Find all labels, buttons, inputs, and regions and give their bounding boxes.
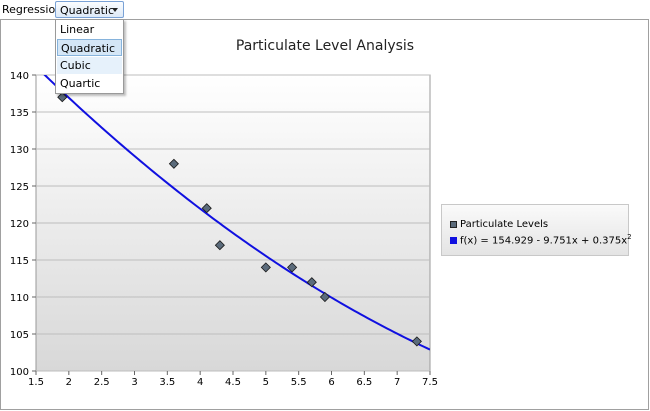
data-point-2 xyxy=(201,203,212,214)
y-tick-label-4: 120 xyxy=(10,219,29,230)
x-tick-label-6: 4.5 xyxy=(225,377,241,388)
chart-legend: Particulate Levels f(x) = 154.929 - 9.75… xyxy=(441,204,632,256)
option-cubic[interactable]: Cubic xyxy=(57,57,122,74)
data-point-4 xyxy=(260,262,271,273)
legend-item-curve: f(x) = 154.929 - 9.751x + 0.375x2 xyxy=(450,233,632,246)
legend-label-points: Particulate Levels xyxy=(460,219,549,230)
data-point-8 xyxy=(411,336,422,347)
toolbar: Regression: Quadratic xyxy=(0,0,650,20)
x-tick-label-9: 6 xyxy=(328,377,334,388)
regression-curve xyxy=(43,75,430,351)
option-quartic[interactable]: Quartic xyxy=(60,77,101,90)
y-tick-label-5: 125 xyxy=(10,182,29,193)
data-point-7 xyxy=(319,291,330,303)
diamond-marker-icon xyxy=(450,220,457,228)
y-tick-label-6: 130 xyxy=(10,145,29,156)
x-tick-label-12: 7.5 xyxy=(422,377,438,388)
x-tick-label-11: 7 xyxy=(394,377,400,388)
x-tick-label-0: 1.5 xyxy=(28,377,44,388)
data-point-6 xyxy=(306,277,317,288)
data-point-1 xyxy=(168,158,179,169)
line-swatch-icon xyxy=(450,236,457,244)
option-linear[interactable]: Linear xyxy=(60,23,95,36)
regression-dropdown-menu: Linear Quadratic Cubic Quartic xyxy=(55,19,124,94)
x-tick-label-7: 5 xyxy=(263,377,269,388)
legend-item-points: Particulate Levels xyxy=(450,219,548,230)
y-tick-label-8: 140 xyxy=(10,71,29,82)
legend-label-curve: f(x) = 154.929 - 9.751x + 0.375x xyxy=(460,235,628,247)
regression-select-value: Quadratic xyxy=(60,4,115,17)
x-tick-label-2: 2.5 xyxy=(94,377,110,388)
regression-select[interactable]: Quadratic xyxy=(55,1,124,18)
x-tick-label-1: 2 xyxy=(66,377,72,388)
y-tick-label-3: 115 xyxy=(10,256,29,267)
chart-svg: 100 105 110 115 120 125 130 135 140 1.5 2 2.5 3 3.5 4 4… xyxy=(10,38,438,388)
data-point-3 xyxy=(214,240,225,251)
y-tick-label-1: 105 xyxy=(10,330,29,341)
chevron-down-icon xyxy=(112,8,118,12)
option-quadratic[interactable]: Quadratic xyxy=(57,39,122,56)
chart-title: Particulate Level Analysis xyxy=(236,38,414,54)
regression-label: Regression: xyxy=(2,3,66,16)
x-tick-label-8: 5.5 xyxy=(291,377,307,388)
y-tick-label-0: 100 xyxy=(10,367,29,378)
data-point-5 xyxy=(287,262,298,273)
x-tick-label-3: 3 xyxy=(131,377,137,388)
y-tick-label-2: 110 xyxy=(10,293,29,304)
x-tick-label-4: 3.5 xyxy=(159,377,175,388)
x-tick-label-5: 4 xyxy=(197,377,203,388)
x-tick-label-10: 6.5 xyxy=(356,377,372,388)
y-tick-label-7: 135 xyxy=(10,108,29,119)
data-point-0 xyxy=(57,92,68,103)
legend-label-exponent: 2 xyxy=(627,233,632,241)
